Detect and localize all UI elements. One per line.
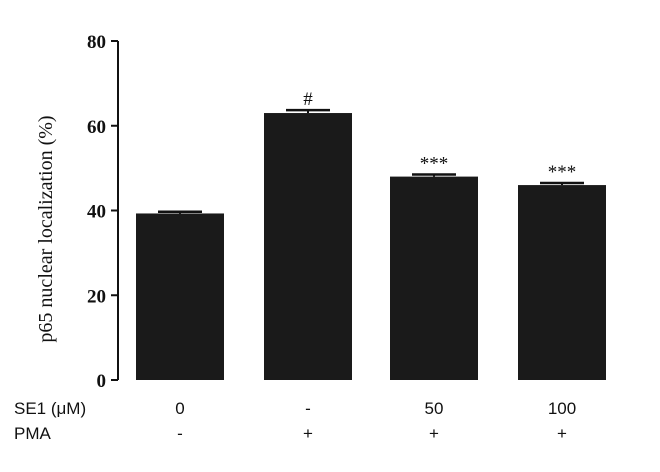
significance-marker: *** <box>420 153 449 174</box>
bar <box>264 113 352 380</box>
y-axis: 0 20 40 60 80 <box>87 32 119 392</box>
y-tick-label: 40 <box>87 202 106 223</box>
significance-marker: *** <box>548 162 577 183</box>
bars-group: # *** *** <box>136 89 606 380</box>
bar <box>518 185 606 380</box>
treatment-row-value: + <box>303 424 313 443</box>
treatment-row-value: - <box>177 424 183 443</box>
bar <box>136 213 224 380</box>
treatment-row-value: + <box>557 424 567 443</box>
y-tick-label: 80 <box>87 32 106 53</box>
treatment-rows: SE1 (μM) 0 - 50 100 PMA - + + + <box>14 399 576 443</box>
y-tick-label: 20 <box>87 286 106 307</box>
treatment-row-value: 50 <box>425 399 444 418</box>
treatment-row-label: SE1 (μM) <box>14 399 86 418</box>
treatment-row-value: 0 <box>175 399 184 418</box>
treatment-row-value: + <box>429 424 439 443</box>
y-tick-label: 60 <box>87 117 106 138</box>
treatment-row-value: 100 <box>548 399 576 418</box>
significance-marker: # <box>303 89 313 110</box>
treatment-row-label: PMA <box>14 424 52 443</box>
y-axis-label: p65 nuclear localization (%) <box>35 115 57 342</box>
treatment-row-value: - <box>305 399 311 418</box>
bar <box>390 176 478 380</box>
y-tick-label: 0 <box>97 371 107 392</box>
